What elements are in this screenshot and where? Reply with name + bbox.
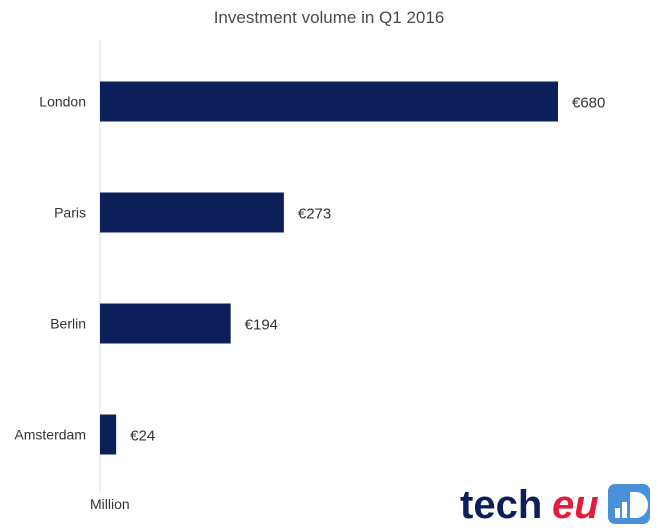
value-label-london: €680: [572, 95, 605, 112]
bar-amsterdam: [100, 414, 117, 455]
chart-title: Investment volume in Q1 2016: [213, 8, 445, 27]
bar-london: [100, 81, 558, 122]
category-label-amsterdam: Amsterdam: [14, 427, 86, 443]
bar-berlin: [100, 303, 231, 344]
bar-paris: [100, 192, 284, 233]
logo-text-eu: eu: [552, 483, 599, 527]
category-label-paris: Paris: [54, 205, 86, 221]
logo-badge-bar-2: [622, 502, 627, 518]
value-label-amsterdam: €24: [130, 428, 155, 445]
unit-label: Million: [90, 496, 130, 512]
techeu-logo: tech eu: [460, 483, 650, 527]
value-label-berlin: €194: [245, 317, 278, 334]
logo-text-tech: tech: [460, 483, 542, 527]
bars-group: London €680 Paris €273 Berlin €194 Amsterdam €2…: [14, 81, 605, 455]
logo-badge-letter-d: [630, 492, 648, 518]
logo-badge-bar-1: [615, 508, 620, 518]
category-label-london: London: [39, 94, 86, 110]
value-label-paris: €273: [298, 206, 331, 223]
category-label-berlin: Berlin: [50, 316, 86, 332]
